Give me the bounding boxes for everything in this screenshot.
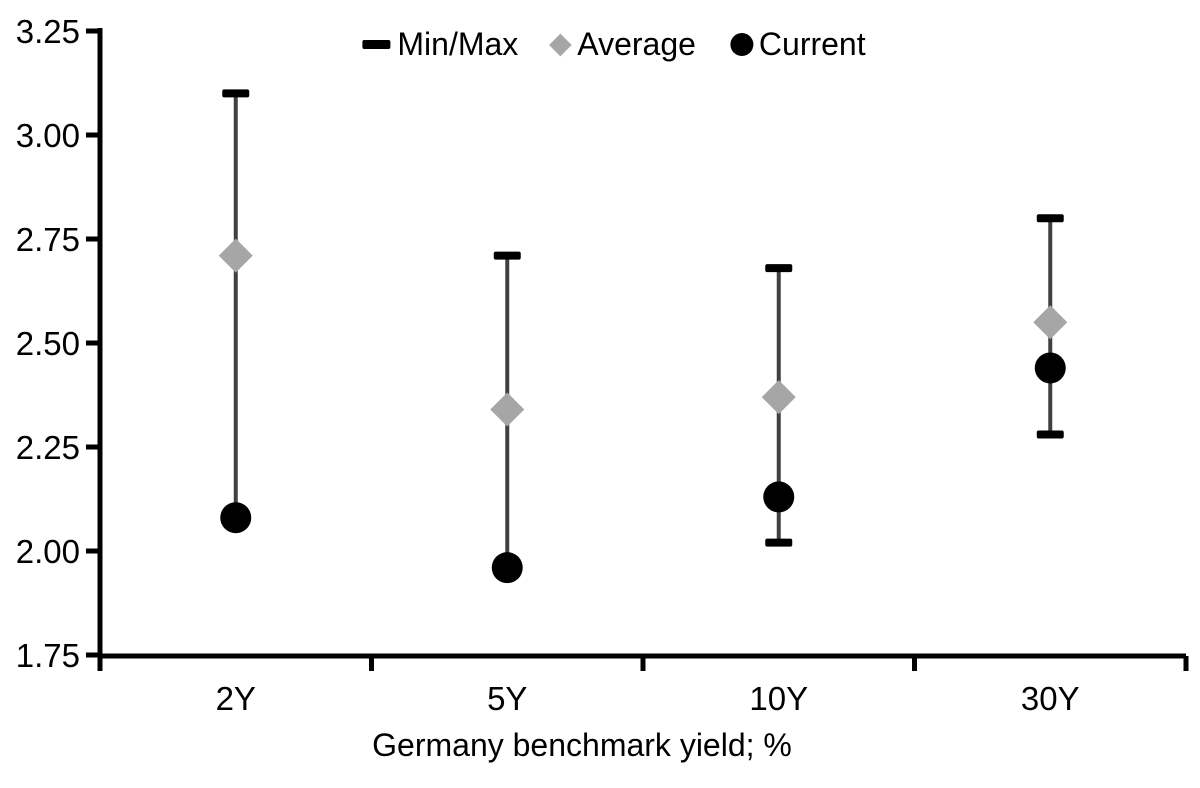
y-tick-label-2.75: 2.75	[16, 221, 80, 258]
y-tick-label-2.50: 2.50	[16, 325, 80, 362]
current-circle-icon	[729, 33, 753, 56]
legend-label-minmax: Min/Max	[397, 26, 519, 62]
max-cap-2Y	[222, 89, 250, 98]
y-tick-label-2.25: 2.25	[16, 429, 80, 466]
max-cap-30Y	[1036, 214, 1064, 223]
max-cap-10Y	[765, 264, 793, 273]
category-label-5Y: 5Y	[487, 680, 527, 717]
average-marker-2Y	[218, 238, 253, 273]
current-marker-5Y	[491, 552, 523, 584]
legend-label-current: Current	[758, 26, 866, 62]
y-tick-label-3.00: 3.00	[16, 117, 80, 154]
category-label-10Y: 10Y	[749, 680, 808, 717]
x-axis-title: Germany benchmark yield; %	[372, 727, 792, 763]
legend-item-current: Current	[729, 26, 866, 63]
legend-item-average: Average	[548, 26, 696, 63]
current-marker-2Y	[220, 502, 252, 534]
min-cap-30Y	[1036, 430, 1064, 439]
category-label-30Y: 30Y	[1021, 680, 1080, 717]
minmax-dash-icon	[362, 40, 391, 49]
average-marker-10Y	[761, 380, 796, 415]
legend-item-minmax: Min/Max	[362, 26, 518, 63]
average-marker-30Y	[1033, 305, 1068, 340]
min-cap-10Y	[765, 538, 793, 547]
average-marker-5Y	[490, 392, 525, 427]
current-marker-10Y	[763, 481, 795, 513]
legend: Min/Max Average Current	[362, 26, 866, 63]
y-tick-label-3.25: 3.25	[16, 13, 80, 50]
legend-label-average: Average	[577, 26, 696, 62]
average-diamond-icon	[548, 33, 572, 56]
y-tick-label-1.75: 1.75	[16, 637, 80, 674]
current-marker-30Y	[1034, 352, 1066, 384]
y-tick-label-2.00: 2.00	[16, 533, 80, 570]
category-label-2Y: 2Y	[216, 680, 256, 717]
max-cap-5Y	[493, 251, 521, 260]
